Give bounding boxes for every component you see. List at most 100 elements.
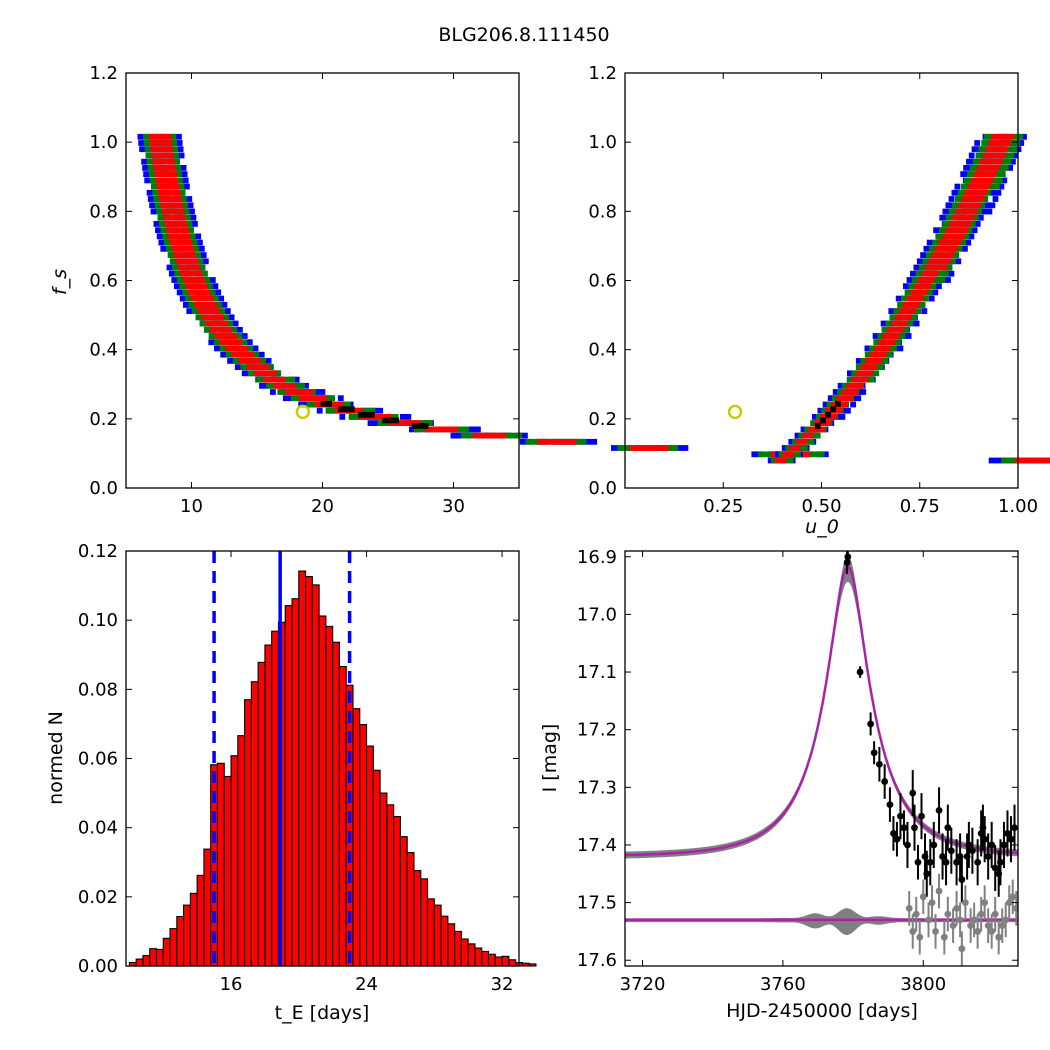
heatmap-cell: [354, 414, 360, 420]
heatmap-cell: [164, 221, 171, 227]
heatmap-cell: [207, 283, 213, 290]
heatmap-cell: [1011, 133, 1018, 140]
histogram-bar: [399, 836, 408, 967]
heatmap-cell: [171, 202, 178, 209]
histogram-bar: [481, 950, 490, 967]
heatmap-cell: [164, 196, 171, 202]
y-tick-label: 0.2: [89, 409, 118, 430]
data-point: [984, 853, 992, 860]
data-point: [843, 559, 851, 566]
heatmap-cell: [860, 389, 867, 395]
heatmap-cell: [1042, 457, 1049, 464]
heatmap-cell: [240, 364, 247, 370]
heatmap-cell: [771, 457, 777, 464]
heatmap-cell: [864, 345, 871, 352]
heatmap-cell: [225, 339, 232, 346]
heatmap-cell: [941, 264, 948, 271]
heatmap-cell: [169, 258, 176, 265]
y-tick-label: 0.06: [78, 749, 118, 770]
heatmap-cell: [231, 326, 238, 333]
heatmap-cell: [279, 382, 285, 389]
heatmap-cell: [929, 245, 935, 252]
heatmap-cell: [977, 214, 984, 221]
heatmap-cell: [988, 183, 995, 190]
heatmap-cell: [807, 432, 814, 439]
heatmap-cell: [677, 445, 683, 451]
heatmap-cell: [183, 264, 190, 271]
heatmap-cell: [196, 295, 203, 302]
heatmap-cell: [176, 289, 183, 296]
heatmap-cell: [899, 333, 906, 339]
heatmap-cell: [788, 438, 795, 445]
heatmap-cell: [846, 376, 853, 383]
heatmap-cell: [957, 189, 964, 196]
heatmap-cell: [231, 333, 237, 339]
histogram-bar: [494, 956, 503, 967]
heatmap-cell: [377, 407, 384, 414]
heatmap-cell: [946, 264, 953, 271]
heatmap-cell: [966, 158, 972, 165]
heatmap-cell: [247, 345, 253, 352]
histogram-bars: [128, 570, 537, 967]
heatmap-cell: [807, 451, 814, 458]
heatmap-cell-core: [835, 400, 841, 407]
best-fit-marker: [727, 404, 743, 420]
heatmap-cell: [981, 177, 988, 184]
heatmap-cell: [898, 308, 905, 314]
heatmap-cell: [457, 426, 464, 433]
heatmap-cell: [452, 426, 458, 433]
heatmap-cell: [177, 227, 184, 234]
heatmap-cell: [682, 445, 689, 451]
heatmap-cell: [176, 133, 182, 140]
data-point: [974, 858, 982, 866]
data-point: [911, 824, 918, 832]
heatmap-cell: [965, 239, 972, 246]
heatmap-cell: [310, 395, 316, 402]
data-point: [925, 916, 932, 924]
y-tick-label: 1.2: [588, 63, 617, 84]
heatmap-cell: [273, 382, 280, 389]
heatmap-cell: [982, 152, 989, 159]
heatmap-cell: [172, 177, 178, 184]
heatmap-cell: [987, 165, 994, 171]
heatmap-cell: [331, 407, 337, 414]
heatmap-cell: [164, 165, 171, 171]
heatmap-cell: [161, 177, 167, 184]
heatmap-cell: [950, 258, 956, 265]
heatmap-cell: [220, 351, 227, 358]
heatmap-cell: [751, 451, 758, 458]
panel-fs-vs-u0: 0.25 0.50 0.75 1.00 0.0 0.2 0.4 0.6 0.8 1.0 1.2 u_…: [588, 63, 1038, 538]
heatmap-cell: [155, 140, 161, 146]
heatmap-cell: [993, 165, 1000, 171]
data-point: [923, 870, 931, 878]
heatmap-cell: [672, 445, 678, 451]
heatmap-cell: [409, 426, 415, 433]
heatmap-cell: [960, 208, 967, 215]
heatmap-cell: [944, 239, 951, 246]
heatmap-cell: [220, 326, 227, 333]
heatmap-cell: [242, 345, 248, 352]
heatmap-cell: [413, 426, 420, 433]
heatmap-cell: [969, 221, 976, 227]
heatmap-cell: [836, 395, 843, 402]
heatmap-cell: [956, 227, 963, 234]
heatmap-cell: [201, 270, 208, 277]
heatmap-cell: [925, 283, 931, 290]
data-point: [935, 887, 943, 895]
data-point: [890, 830, 897, 837]
heatmap-cell: [819, 426, 826, 433]
heatmap-cell: [219, 308, 226, 314]
histogram-bar: [284, 605, 293, 967]
heatmap-cell: [953, 252, 960, 258]
heatmap-cell: [209, 326, 216, 333]
heatmap-cell: [1025, 457, 1032, 464]
heatmap-cell: [185, 283, 192, 290]
heatmap-cell: [923, 295, 929, 302]
heatmap-cell: [871, 364, 878, 370]
heatmap-cell: [174, 214, 181, 221]
data-point: [930, 841, 938, 849]
data-point: [904, 841, 911, 849]
heatmap-cell: [461, 432, 467, 439]
heatmap-cell: [171, 140, 178, 146]
heatmap-cell: [942, 221, 949, 227]
